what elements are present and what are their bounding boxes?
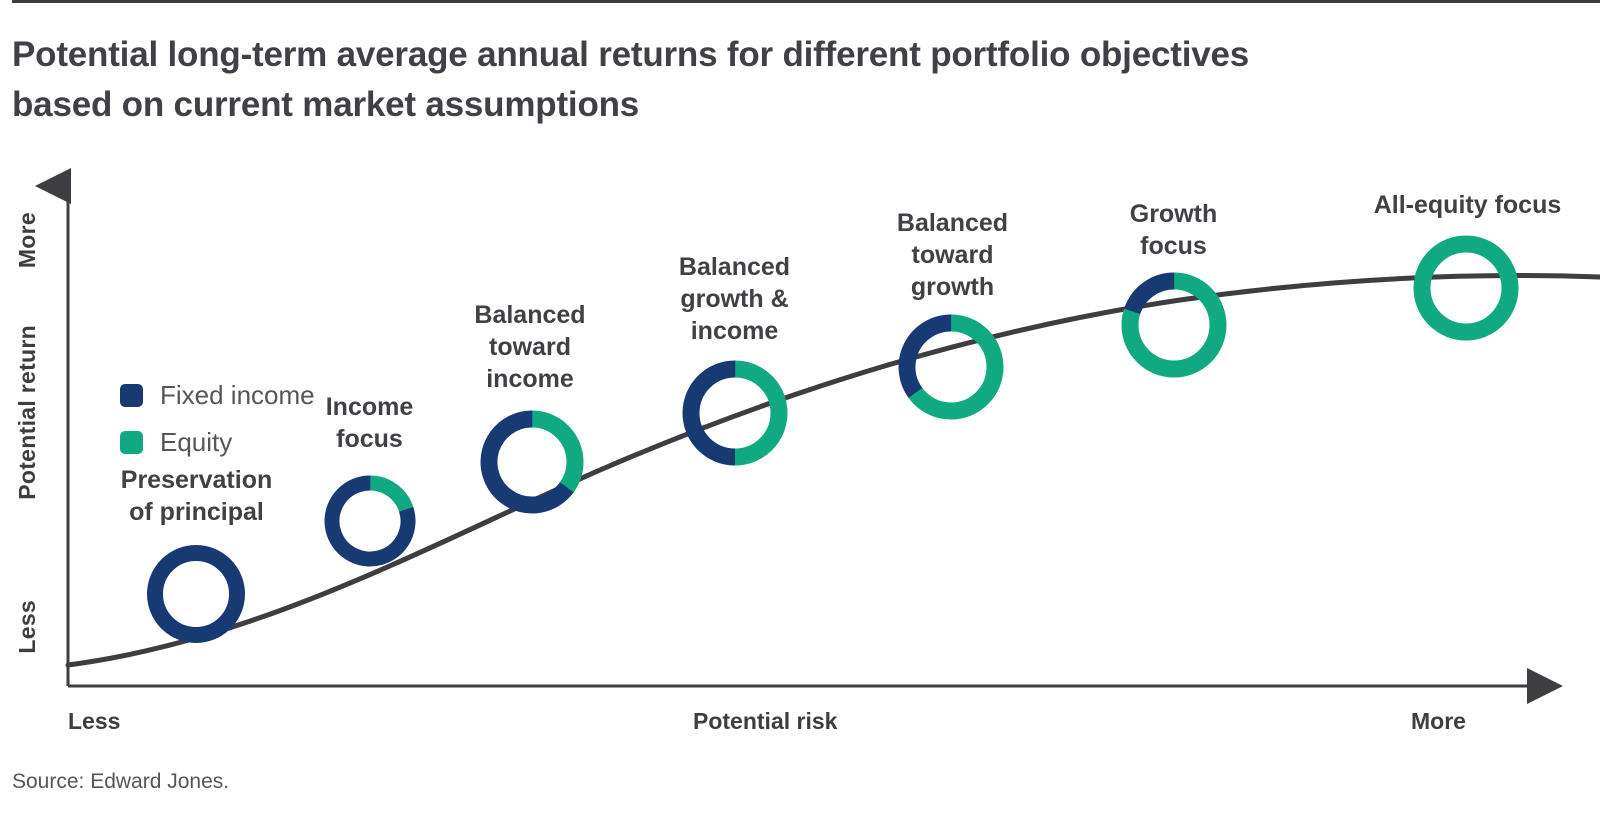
donut-label-3: Balanced toward income: [474, 301, 586, 393]
y-axis-high-label: More: [14, 212, 40, 269]
top-divider: [12, 0, 1600, 3]
x-axis-title: Potential risk: [693, 708, 838, 734]
donut-label-4: Balanced growth & income: [678, 253, 791, 345]
page-title: Potential long-term average annual retur…: [12, 30, 1532, 129]
chart-canvas: Fixed income Equity Preservation of prin…: [0, 165, 1600, 745]
donut-label-7: All-equity focus: [1373, 191, 1562, 219]
title-line-1: Potential long-term average annual retur…: [12, 35, 1250, 74]
legend: Fixed income Equity: [120, 380, 315, 474]
trend-curve: [65, 273, 1600, 668]
axis-lines: [35, 168, 1563, 704]
x-axis-high-label: More: [1411, 708, 1466, 734]
donut-series: [147, 235, 1519, 643]
donut-label-2: Income focus: [325, 393, 414, 453]
x-axis-low-label: Less: [68, 708, 121, 734]
donut-label-1: Preservation of principal: [120, 466, 273, 526]
legend-label-equity: Equity: [160, 427, 233, 457]
y-axis-title: Potential return: [14, 325, 40, 500]
legend-item-equity[interactable]: Equity: [120, 427, 315, 458]
chart-svg: [35, 168, 1600, 704]
legend-swatch-fixed-income: [120, 384, 143, 407]
y-axis-low-label: Less: [14, 600, 40, 654]
source-note: Source: Edward Jones.: [12, 770, 230, 793]
legend-label-fixed-income: Fixed income: [160, 380, 315, 410]
donut-label-6: Growth focus: [1129, 200, 1218, 260]
title-line-2: based on current market assumptions: [12, 84, 640, 124]
donut-label-5: Balanced toward growth: [896, 209, 1009, 301]
legend-item-fixed-income[interactable]: Fixed income: [120, 380, 315, 411]
legend-swatch-equity: [120, 431, 143, 454]
